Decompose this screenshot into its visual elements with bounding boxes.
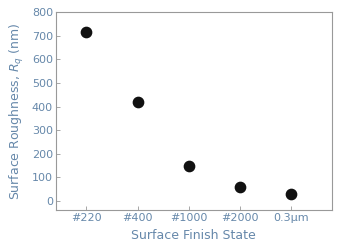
Point <box>84 30 89 34</box>
Point <box>135 100 140 104</box>
X-axis label: Surface Finish State: Surface Finish State <box>131 229 256 242</box>
Y-axis label: Surface Roughness, $R_q$ (nm): Surface Roughness, $R_q$ (nm) <box>8 22 26 200</box>
Point <box>186 164 191 168</box>
Point <box>288 192 293 196</box>
Point <box>237 185 242 189</box>
